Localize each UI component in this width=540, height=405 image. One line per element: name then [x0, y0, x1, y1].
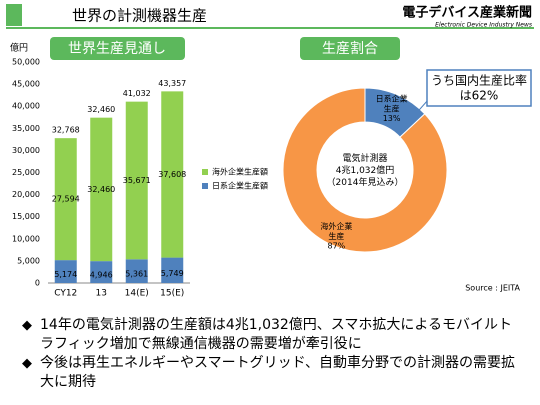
bar-segment — [90, 117, 113, 262]
y-tick-label: 40,000 — [12, 102, 40, 111]
value-label: 37,608 — [158, 170, 186, 179]
slice-value-label: 87% — [328, 242, 346, 251]
x-tick-label: CY12 — [54, 289, 77, 299]
y-tick-label: 15,000 — [12, 212, 40, 221]
total-label: 41,032 — [123, 89, 151, 98]
bar-segment — [54, 260, 77, 283]
x-tick-label: 14(E) — [125, 289, 149, 299]
y-tick-label: 5,000 — [17, 256, 40, 265]
y-tick-label: 10,000 — [12, 234, 40, 243]
total-label: 32,768 — [52, 126, 80, 135]
value-label: 35,671 — [123, 176, 151, 185]
bar-title: 世界生産見通し — [68, 41, 166, 57]
callout-box — [426, 69, 532, 107]
header-icon — [6, 4, 22, 26]
y-tick-label: 30,000 — [12, 146, 40, 155]
bar-segment — [90, 261, 113, 283]
bar-segment — [161, 257, 184, 283]
bar-segment — [161, 91, 184, 258]
x-tick-label: 15(E) — [160, 289, 184, 299]
y-tick-label: 35,000 — [12, 124, 40, 133]
center-text: 電気計測器 4兆1,032億円（2014年見込み） — [327, 152, 404, 188]
legend-label: 日系企業生産額 — [212, 181, 268, 191]
bullet: 14年の電気計測器の生産額は4兆1,032億円、スマホ拡大によるモバイルトラフィ… — [22, 316, 522, 354]
source: Source : JEITA — [465, 284, 520, 293]
value-label: 5,749 — [161, 269, 184, 278]
y-axis-label: 億円 — [10, 42, 28, 54]
bullet-list: 14年の電気計測器の生産額は4兆1,032億円、スマホ拡大によるモバイルトラフィ… — [22, 316, 522, 392]
legend-swatch — [202, 169, 208, 175]
total-label: 32,460 — [87, 105, 115, 114]
slice-label: 日系企業生産 — [376, 93, 408, 113]
donut-slice — [282, 87, 448, 253]
total-label: 43,357 — [158, 79, 186, 88]
slice-value-label: 13% — [383, 114, 401, 123]
y-tick-label: 0 — [35, 279, 40, 288]
slice-label: 海外企業生産 — [320, 221, 352, 241]
value-label: 32,460 — [87, 185, 115, 194]
value-label: 4,946 — [90, 271, 113, 280]
bar-segment — [54, 138, 77, 261]
y-tick-label: 25,000 — [12, 168, 40, 177]
logo-sub: Electronic Device Industry News — [435, 22, 532, 29]
y-tick-label: 50,000 — [12, 58, 40, 67]
bullet: 今後は再生エネルギーやスマートグリッド、自動車分野での計測器の需要拡大に期待 — [22, 354, 522, 392]
header-title: 世界の計測機器生産 — [72, 7, 207, 25]
callout-text: うち国内生産比率は62% — [431, 72, 527, 102]
y-tick-label: 20,000 — [12, 190, 40, 199]
callout-line — [411, 99, 429, 119]
bar-segment — [125, 259, 148, 283]
panel-title-box — [50, 37, 185, 60]
value-label: 27,594 — [52, 195, 80, 204]
y-tick-label: 45,000 — [12, 80, 40, 89]
panel-title-box — [300, 37, 400, 60]
legend-swatch — [202, 183, 208, 189]
pie-title: 生産割合 — [322, 40, 378, 57]
x-tick-label: 13 — [96, 289, 107, 299]
logo: 電子デバイス産業新聞 — [402, 5, 532, 21]
value-label: 5,361 — [125, 270, 148, 279]
value-label: 5,174 — [54, 270, 77, 279]
legend-label: 海外企業生産額 — [212, 167, 268, 177]
bar-segment — [125, 101, 148, 260]
